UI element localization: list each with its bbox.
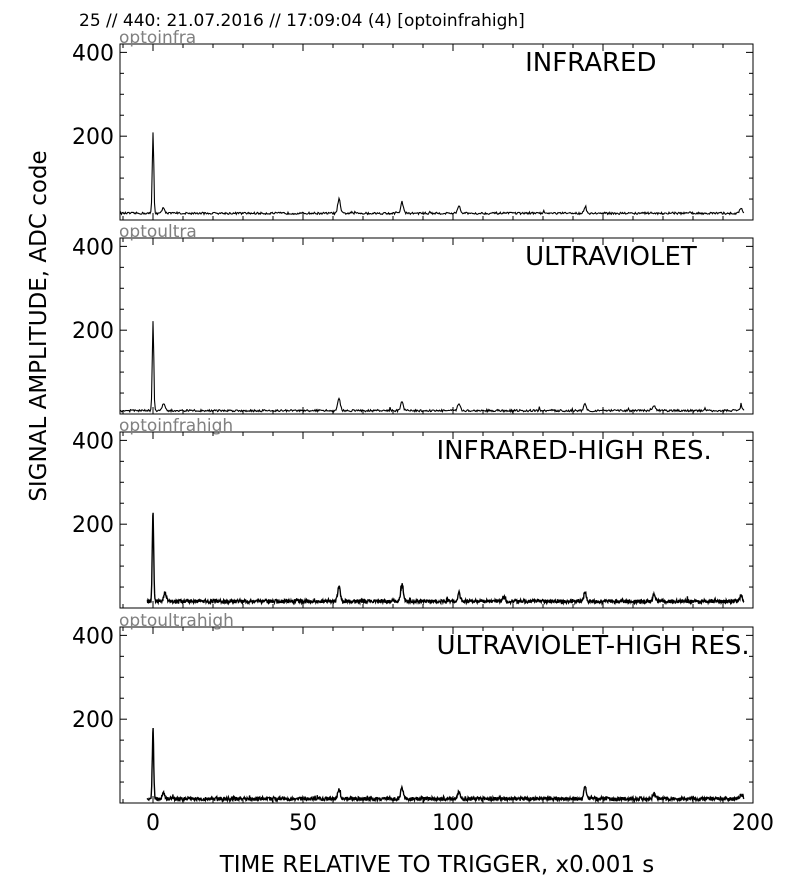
figure-header: 25 // 440: 21.07.2016 // 17:09:04 (4) [o… (79, 11, 525, 31)
y-tick-label: 200 (72, 319, 114, 344)
y-tick-label: 200 (72, 125, 114, 150)
y-tick-label: 200 (72, 513, 114, 538)
panel-title: ULTRAVIOLET-HIGH RES. (437, 631, 750, 661)
panel-title: INFRARED-HIGH RES. (437, 436, 712, 466)
panel-4: optoultrahigh ULTRAVIOLET-HIGH RES. 400 200 (72, 611, 754, 804)
panels: optoinfra INFRARED 400 200 optoultra ULTRAVIO… (72, 28, 774, 836)
y-tick-label: 400 (72, 429, 114, 454)
x-axis-label: TIME RELATIVE TO TRIGGER, x0.001 s (219, 852, 655, 878)
signal-trace (146, 512, 745, 606)
plot-frame (119, 626, 754, 804)
y-tick-label: 400 (72, 624, 114, 649)
x-tick-label: 50 (289, 811, 317, 836)
panel-1: optoinfra INFRARED 400 200 (72, 28, 754, 221)
panel-title: INFRARED (525, 48, 656, 78)
signal-trace (119, 132, 745, 216)
panel-3: optoinfrahigh INFRARED-HIGH RES. 400 200 (72, 416, 754, 609)
panel-tag: optoinfra (119, 28, 196, 48)
x-tick-label: 0 (146, 811, 160, 836)
x-tick-label: 200 (732, 811, 774, 836)
signal-trace (119, 321, 745, 414)
plot-frame (119, 237, 754, 415)
panel-tag: optoultrahigh (119, 611, 234, 631)
panel-tag: optoinfrahigh (119, 416, 233, 436)
plot-frame (119, 431, 754, 609)
x-tick-label: 100 (432, 811, 474, 836)
plot-frame (119, 43, 754, 221)
panel-tag: optoultra (119, 222, 197, 242)
y-axis-label: SIGNAL AMPLITUDE, ADC code (26, 150, 52, 501)
y-tick-label: 400 (72, 235, 114, 260)
panel-title: ULTRAVIOLET (525, 242, 697, 272)
signal-trace (146, 727, 745, 804)
x-tick-label: 150 (582, 811, 624, 836)
y-tick-label: 200 (72, 708, 114, 733)
panel-2: optoultra ULTRAVIOLET 400 200 (72, 222, 754, 415)
y-tick-label: 400 (72, 41, 114, 66)
